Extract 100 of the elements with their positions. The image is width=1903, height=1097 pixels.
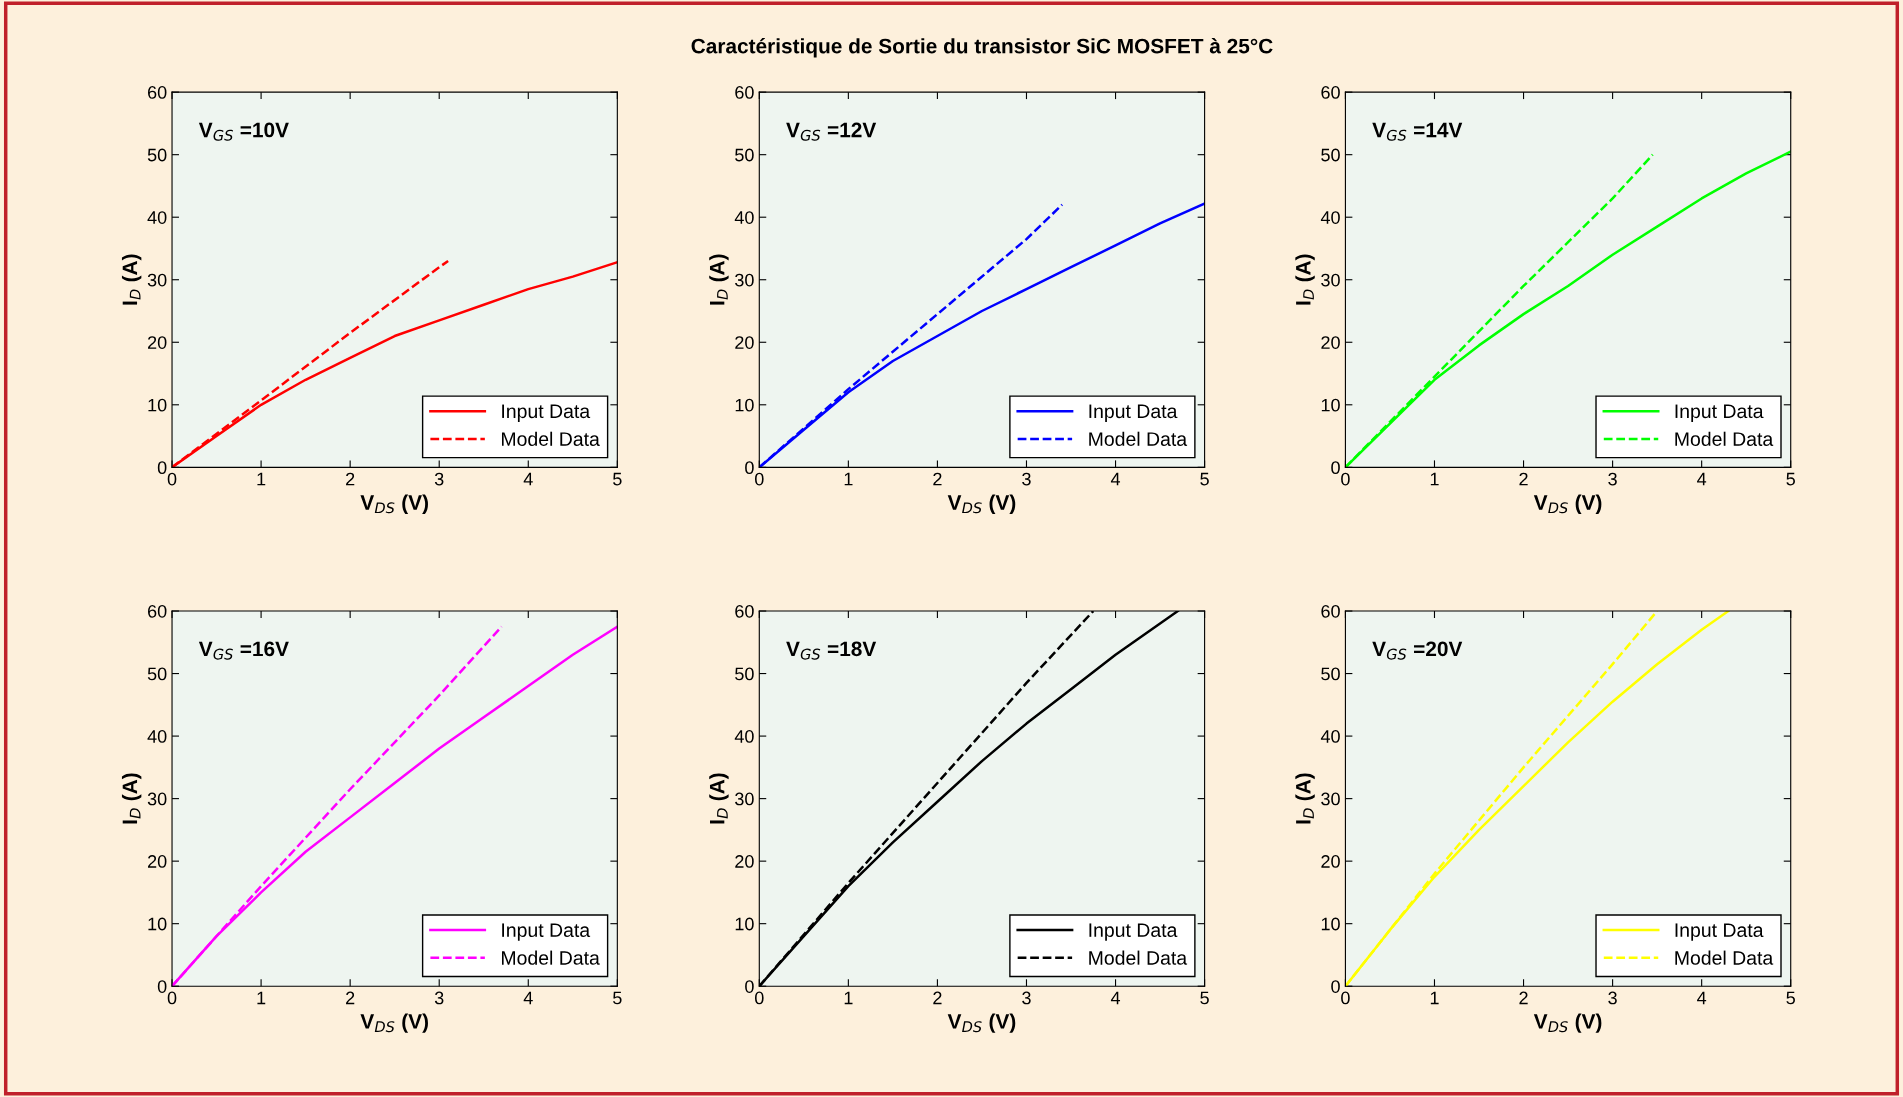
annotation: V$_{GS}$ =16V	[198, 641, 289, 660]
y-axis-title: I$_{D}$ (A)	[121, 254, 142, 305]
x-tick-label: 0	[1341, 472, 1350, 486]
y-tick-label: 50	[735, 667, 754, 681]
y-tick-label: 10	[148, 917, 167, 931]
y-tick-label: 40	[147, 730, 167, 743]
y-tick-label: 10	[1321, 917, 1340, 931]
x-tick-label: 1	[257, 472, 266, 486]
x-axis-title: V$_{DS}$ (V)	[360, 1013, 428, 1033]
y-tick-label: 40	[734, 730, 754, 743]
x-axis-title: V$_{DS}$ (V)	[1533, 1013, 1602, 1033]
x-tick-label: 0	[167, 472, 177, 486]
x-tick-label: 1	[844, 472, 853, 486]
x-tick-label: 2	[933, 991, 942, 1005]
x-tick-label: 5	[1200, 472, 1209, 486]
x-axis-title: V$_{DS}$ (V)	[947, 494, 1016, 514]
y-tick-label: 60	[148, 86, 167, 99]
y-tick-label: 60	[735, 604, 754, 618]
x-tick-label: 0	[754, 472, 764, 486]
y-tick-label: 30	[735, 273, 754, 287]
y-tick-label: 20	[148, 855, 167, 868]
legend-label: Model Data	[1089, 431, 1188, 446]
x-tick-label: 2	[933, 472, 942, 486]
x-tick-label: 3	[434, 472, 444, 486]
x-tick-label: 3	[1022, 991, 1031, 1005]
y-axis-title: I$_{D}$ (A)	[1295, 254, 1315, 305]
legend-label: Model Data	[502, 431, 600, 446]
legend-label: Input Data	[1089, 923, 1178, 941]
x-axis-title: V$_{DS}$ (V)	[947, 1013, 1016, 1033]
y-tick-label: 0	[1331, 461, 1340, 475]
y-tick-label: 20	[735, 336, 754, 349]
x-tick-label: 4	[1697, 472, 1707, 486]
x-tick-label: 4	[523, 991, 533, 1005]
y-tick-label: 40	[147, 211, 167, 224]
x-tick-label: 5	[613, 472, 622, 486]
y-tick-label: 60	[1321, 86, 1340, 99]
y-tick-label: 60	[735, 86, 754, 99]
y-axis-title: I$_{D}$ (A)	[1295, 773, 1315, 824]
y-tick-label: 60	[148, 604, 167, 618]
y-tick-label: 30	[147, 792, 167, 806]
x-tick-label: 1	[844, 991, 853, 1005]
x-tick-label: 2	[346, 472, 355, 486]
annotation: V$_{GS}$ =18V	[786, 641, 877, 660]
legend-label: Input Data	[1089, 404, 1178, 422]
y-tick-label: 20	[1321, 336, 1340, 349]
x-tick-label: 2	[1519, 472, 1528, 486]
y-tick-label: 20	[148, 336, 167, 349]
x-tick-label: 5	[1786, 991, 1795, 1005]
y-tick-label: 0	[157, 461, 167, 475]
x-tick-label: 1	[257, 991, 266, 1005]
x-tick-label: 4	[1110, 991, 1121, 1005]
x-tick-label: 2	[1519, 991, 1528, 1005]
y-tick-label: 40	[1320, 730, 1340, 743]
y-tick-label: 50	[1321, 148, 1340, 162]
y-tick-label: 0	[745, 980, 754, 993]
x-tick-label: 1	[1430, 472, 1439, 486]
x-tick-label: 3	[434, 991, 444, 1005]
annotation: V$_{GS}$ =20V	[1372, 641, 1463, 660]
x-tick-label: 1	[1430, 991, 1439, 1005]
y-tick-label: 30	[147, 273, 167, 287]
legend-label: Model Data	[1089, 950, 1188, 965]
y-tick-label: 50	[147, 667, 167, 681]
annotation: V$_{GS}$ =12V	[786, 122, 877, 141]
x-tick-label: 3	[1608, 472, 1617, 486]
x-tick-label: 4	[1697, 991, 1707, 1005]
x-tick-label: 5	[1200, 991, 1209, 1005]
y-axis-title: I$_{D}$ (A)	[121, 773, 142, 824]
legend-label: Model Data	[1675, 431, 1774, 446]
y-tick-label: 0	[157, 980, 167, 993]
y-tick-label: 30	[1321, 792, 1340, 806]
x-tick-label: 0	[1341, 991, 1350, 1005]
y-tick-label: 10	[735, 398, 754, 412]
x-tick-label: 3	[1022, 472, 1031, 486]
x-tick-label: 5	[613, 991, 622, 1005]
x-axis-title: V$_{DS}$ (V)	[360, 494, 428, 514]
x-axis-title: V$_{DS}$ (V)	[1533, 494, 1602, 514]
legend-label: Model Data	[502, 950, 600, 965]
legend-label: Input Data	[502, 404, 591, 422]
x-tick-label: 4	[523, 472, 533, 486]
legend-label: Model Data	[1675, 950, 1774, 965]
y-tick-label: 30	[1321, 273, 1340, 287]
y-tick-label: 30	[735, 792, 754, 806]
y-tick-label: 10	[148, 398, 167, 412]
x-tick-label: 0	[167, 991, 177, 1005]
x-tick-label: 4	[1110, 472, 1121, 486]
y-axis-title: I$_{D}$ (A)	[709, 254, 729, 305]
x-tick-label: 2	[346, 991, 355, 1005]
y-tick-label: 60	[1321, 604, 1340, 618]
legend-label: Input Data	[502, 923, 591, 941]
x-tick-label: 0	[754, 991, 764, 1005]
y-tick-label: 50	[1321, 667, 1340, 681]
y-tick-label: 10	[735, 917, 754, 931]
annotation: V$_{GS}$ =10V	[198, 122, 289, 141]
y-tick-label: 20	[735, 855, 754, 868]
x-tick-label: 5	[1786, 472, 1795, 486]
y-tick-label: 40	[1320, 211, 1340, 224]
chart-title: Caractéristique de Sortie du transistor SiC MOSFET à 25°C	[691, 37, 1273, 58]
y-tick-label: 0	[745, 461, 754, 475]
y-tick-label: 10	[1321, 398, 1340, 412]
legend-label: Input Data	[1675, 404, 1764, 422]
